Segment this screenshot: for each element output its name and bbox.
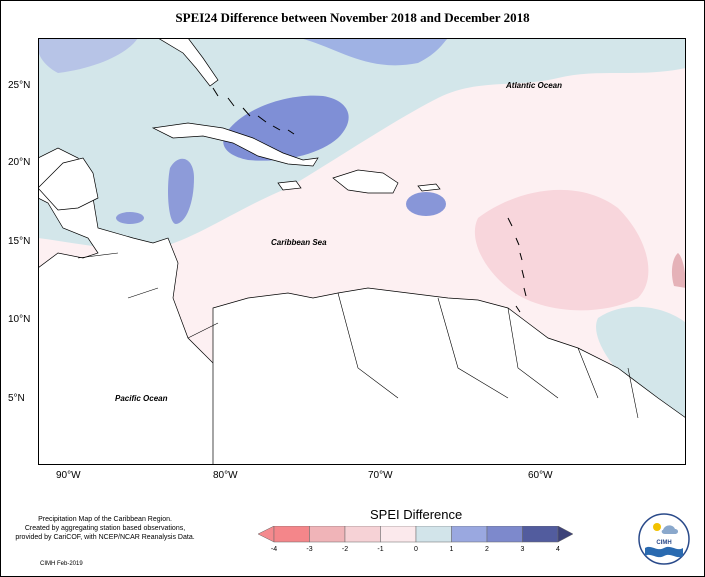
spei-map: Atlantic Ocean Caribbean Sea Pacific Oce…: [38, 38, 686, 465]
logo-text: CIMH: [656, 540, 671, 546]
label-atlantic-ocean: Atlantic Ocean: [505, 81, 562, 90]
country-borders: [77, 252, 639, 419]
footer-line-2: Created by aggregating station based obs…: [24, 525, 186, 532]
lon-label-70: 70°W: [368, 470, 393, 481]
lon-label-60: 60°W: [528, 470, 553, 481]
legend-tick-label: 0: [414, 546, 418, 553]
legend-box: [415, 526, 452, 543]
legend-tick-label: 2: [485, 546, 489, 553]
footer-line-1: Precipitation Map of the Caribbean Regio…: [38, 516, 172, 523]
positive-gulf-patch: [38, 38, 138, 73]
lat-label-10: 10°N: [8, 314, 31, 325]
legend-tick-label: 4: [556, 546, 560, 553]
footer-line-3: provided by CariCOF, with NCEP/NCAR Rean…: [15, 534, 195, 541]
legend-tick-label: 1: [449, 546, 454, 553]
land-lesser-antilles: [507, 217, 527, 313]
legend-arrow-right: [557, 526, 573, 543]
positive-pr-patch: [406, 192, 446, 216]
legend-arrow-left: [258, 526, 275, 543]
land-florida: [157, 38, 219, 87]
positive-bay-patch: [168, 158, 194, 224]
legend-box: [522, 526, 559, 543]
legend-box: [380, 526, 417, 543]
label-caribbean-sea: Caribbean Sea: [271, 238, 327, 247]
legend-tick-label: -1: [377, 546, 384, 553]
legend-box: [309, 526, 346, 543]
legend-box: [344, 526, 381, 543]
credit-label: CIMH Feb-2019: [40, 561, 83, 567]
map-title: SPEI24 Difference between November 2018 …: [175, 10, 530, 25]
legend-tick-label: 3: [520, 546, 525, 553]
negative-east-atlantic: [671, 253, 686, 288]
legend-tick-label: -2: [341, 546, 349, 553]
near-zero-guiana-band: [596, 306, 686, 418]
lat-label-5: 5°N: [8, 393, 25, 404]
label-pacific-ocean: Pacific Ocean: [115, 394, 168, 403]
land-jamaica: [277, 180, 302, 191]
lat-label-25: 25°N: [8, 80, 31, 91]
footer-note: Precipitation Map of the Caribbean Regio…: [10, 515, 200, 542]
negative-lesser-antilles: [474, 189, 649, 311]
legend-title: SPEI Difference: [370, 507, 463, 522]
legend-box: [486, 526, 523, 543]
lat-label-15: 15°N: [8, 236, 31, 247]
land-hispaniola: [332, 169, 399, 194]
legend-tick-label: -4: [270, 546, 278, 553]
lon-label-80: 80°W: [213, 470, 238, 481]
land-cuba: [151, 122, 319, 167]
map-border: [38, 38, 686, 465]
legend-colorbar: [258, 526, 573, 543]
legend-box: [451, 526, 488, 543]
lon-label-90: 90°W: [56, 470, 81, 481]
legend-tick-label: -3: [306, 546, 313, 553]
positive-atlantic-patch: [300, 38, 448, 66]
legend-boxes: [273, 526, 559, 543]
land-bahamas: [212, 87, 295, 135]
land-yucatan: [38, 157, 99, 211]
lat-label-20: 20°N: [8, 157, 31, 168]
cimh-logo: CIMH: [638, 513, 690, 565]
positive-honduras-patch: [116, 212, 144, 224]
land-puerto-rico: [417, 183, 441, 192]
near-zero-north-band: [38, 38, 686, 250]
legend-box: [273, 526, 310, 543]
